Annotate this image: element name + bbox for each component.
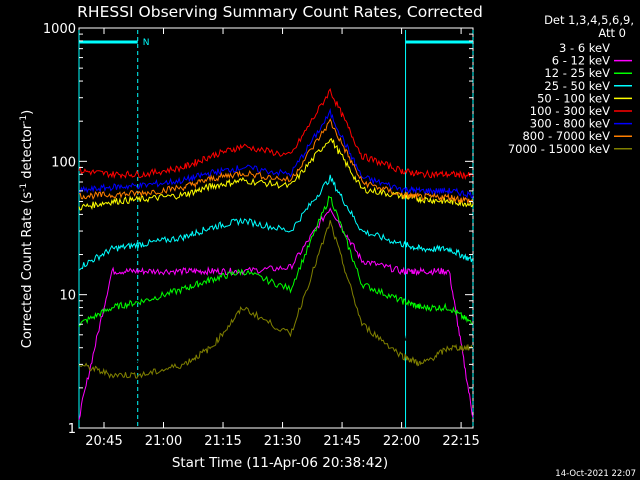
- series-line: [78, 107, 474, 199]
- series-line: [78, 88, 474, 181]
- x-tick-label: 20:45: [85, 434, 122, 449]
- legend-entry-label: 12 - 25 keV: [544, 66, 610, 80]
- series-line: [78, 220, 474, 379]
- legend-entry-label: 25 - 50 keV: [544, 79, 610, 93]
- tick-layer: 20:45 21:00 21:15 21:30 21:45 22:00 22:15 1 10 10…: [43, 22, 480, 449]
- x-tick-label: 22:00: [383, 434, 420, 449]
- legend-entry-label: 3 - 6 keV: [559, 41, 610, 55]
- y-tick-label: 10: [59, 289, 76, 304]
- x-tick-label: 21:00: [145, 434, 182, 449]
- x-tick-label: 21:45: [323, 434, 360, 449]
- y-axis-label-exp2: -1: [19, 115, 29, 124]
- y-axis-label-mid: detector: [20, 123, 35, 183]
- legend-header-line1: Det 1,3,4,5,6,9,: [544, 13, 634, 27]
- y-axis-label-prefix: Corrected Count Rate (s: [20, 192, 35, 349]
- x-tick-label: 21:15: [204, 434, 241, 449]
- saa-marker: N: [143, 38, 150, 48]
- y-tick-label: 1: [68, 422, 76, 437]
- legend-entry-label: 100 - 300 keV: [530, 104, 610, 118]
- x-tick-label: 22:15: [442, 434, 479, 449]
- y-axis-label-exp1: -1: [19, 183, 29, 192]
- chart-title: RHESSI Observing Summary Count Rates, Co…: [77, 3, 483, 21]
- series-line: [78, 174, 474, 271]
- y-axis-label: Corrected Count Rate (s-1 detector-1): [19, 110, 35, 348]
- legend-header-line2: Att 0: [598, 26, 626, 40]
- x-tick-label: 21:30: [264, 434, 301, 449]
- legend-entry-label: 300 - 800 keV: [530, 117, 610, 131]
- series-layer: [78, 88, 474, 420]
- x-axis-label: Start Time (11-Apr-06 20:38:42): [172, 455, 388, 471]
- series-line: [78, 180, 474, 369]
- night-bands: N: [78, 30, 474, 428]
- legend-entry-label: 800 - 7000 keV: [522, 129, 610, 143]
- y-axis-label-suffix: ): [20, 110, 35, 115]
- legend-entry-label: 6 - 12 keV: [552, 54, 610, 68]
- series-line: [78, 118, 474, 204]
- series-line: [78, 195, 474, 327]
- plot-area: N 20:45 21:00 21:15 21:30 21:45 22:00 22:15 1 10…: [43, 22, 480, 449]
- legend-entry-label: 50 - 100 keV: [537, 91, 610, 105]
- y-tick-label: 100: [51, 155, 76, 170]
- y-tick-label: 1000: [43, 22, 76, 37]
- series-line: [78, 137, 474, 211]
- series-line: [78, 207, 474, 420]
- legend-entry-label: 7000 - 15000 keV: [508, 142, 610, 156]
- footer-date: 14-Oct-2021 22:07: [555, 469, 636, 479]
